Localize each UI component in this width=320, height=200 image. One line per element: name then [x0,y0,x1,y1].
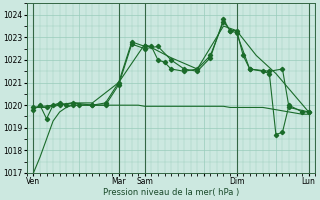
X-axis label: Pression niveau de la mer( hPa ): Pression niveau de la mer( hPa ) [103,188,239,197]
